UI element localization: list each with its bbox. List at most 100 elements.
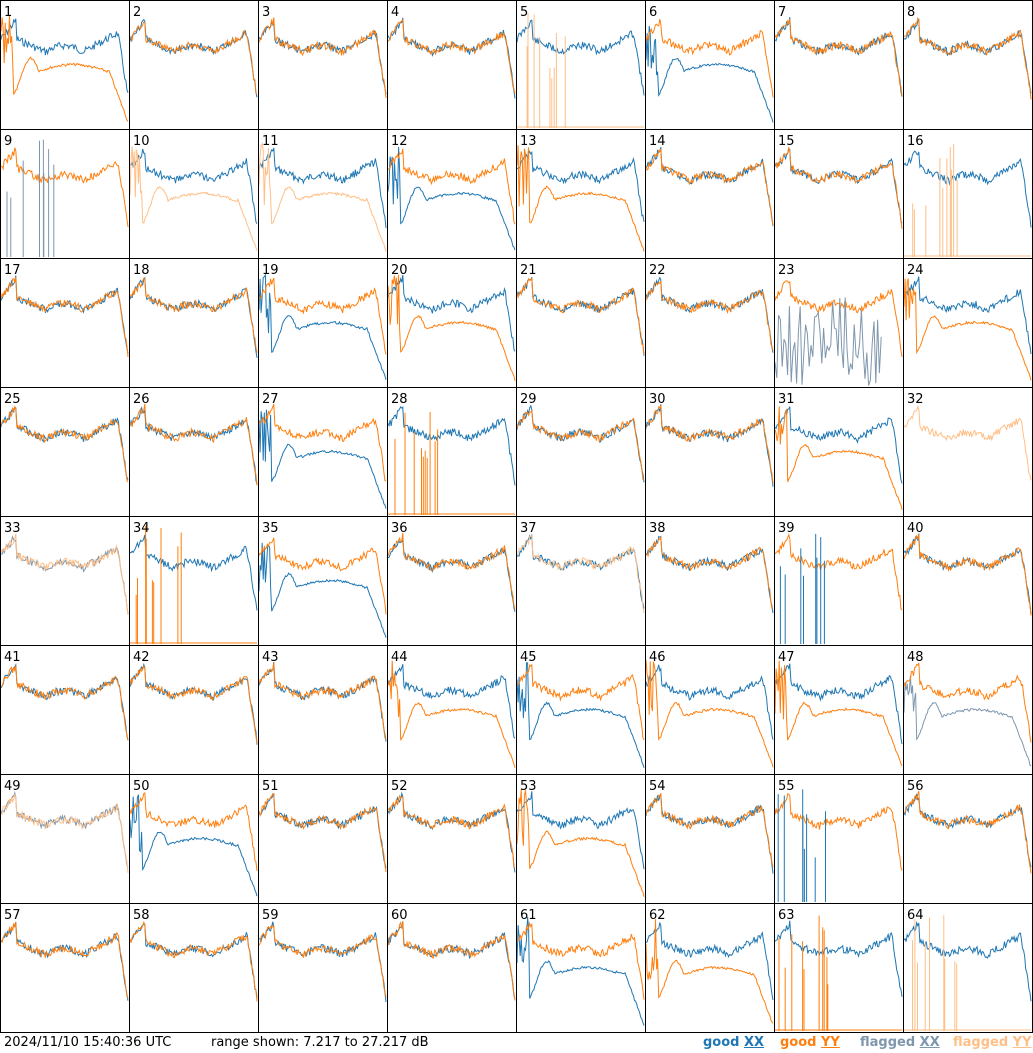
series-xx (903, 276, 1032, 354)
panel-frame (0, 129, 130, 259)
range-label: range shown: 7.217 to 27.217 dB (211, 1035, 429, 1050)
panel-label: 32 (907, 392, 924, 407)
panel-48: 48 (903, 645, 1033, 775)
panel-45: 45 (516, 645, 646, 775)
series-xx (129, 923, 258, 998)
panel-29: 29 (516, 387, 646, 517)
series-xx (516, 662, 645, 768)
series-xx (258, 661, 387, 742)
panel-50: 50 (129, 774, 259, 904)
panel-28: 28 (387, 387, 517, 517)
series-xx (645, 793, 774, 874)
series-xx (258, 273, 387, 380)
series-yy (258, 404, 387, 482)
panel-33: 33 (0, 516, 130, 646)
series-xx (774, 17, 903, 97)
series-yy (903, 790, 1032, 874)
panel-label: 30 (649, 392, 666, 407)
series-yy (645, 148, 774, 226)
series-yy (0, 922, 129, 999)
series-yy (645, 792, 774, 867)
series-xx (516, 277, 645, 356)
panel-label: 44 (391, 650, 408, 665)
series-yy (387, 274, 516, 382)
series-yy (0, 533, 129, 615)
series-xx (516, 19, 645, 96)
panel-label: 43 (262, 650, 279, 665)
series-xx (6, 139, 55, 257)
panel-label: 41 (4, 650, 21, 665)
series-yy (258, 537, 387, 615)
series-xx (129, 276, 258, 358)
panel-frame (903, 0, 1033, 130)
panel-5: 5 (516, 0, 646, 130)
series-xx (516, 404, 645, 483)
series-yy (645, 659, 774, 768)
panel-label: 64 (907, 908, 924, 923)
series-yy (903, 405, 1032, 481)
panel-52: 52 (387, 774, 517, 904)
series-xx (774, 663, 903, 745)
series-yy (778, 915, 829, 1031)
legend-flagged-xx: flagged XX (860, 1035, 940, 1050)
panel-label: 27 (262, 392, 279, 407)
series-yy (774, 147, 903, 229)
footer: 2024/11/10 15:40:36 UTC range shown: 7.2… (0, 1033, 1033, 1053)
panel-31: 31 (774, 387, 904, 517)
series-xx (258, 19, 387, 95)
series-yy (135, 525, 182, 644)
panel-label: 55 (778, 779, 795, 794)
panel-frame (387, 0, 517, 130)
series-xx (0, 663, 129, 741)
series-xx (387, 17, 516, 99)
series-xx (645, 276, 774, 353)
panel-12: 12 (387, 129, 517, 259)
panel-label: 34 (133, 521, 150, 536)
panel-frame (774, 0, 904, 130)
series-yy (129, 792, 258, 871)
panel-16: 16 (903, 129, 1033, 259)
panel-21: 21 (516, 258, 646, 388)
panel-40: 40 (903, 516, 1033, 646)
series-xx (258, 792, 387, 869)
panel-label: 18 (133, 263, 150, 278)
series-xx (645, 147, 774, 227)
panel-59: 59 (258, 903, 388, 1033)
panel-4: 4 (387, 0, 517, 130)
panel-label: 10 (133, 134, 150, 149)
panel-label: 52 (391, 779, 408, 794)
panel-label: 38 (649, 521, 666, 536)
panel-label: 24 (907, 263, 924, 278)
panel-frame (258, 0, 388, 130)
panel-label: 28 (391, 392, 408, 407)
series-xx (129, 148, 258, 224)
panel-47: 47 (774, 645, 904, 775)
panel-label: 48 (907, 650, 924, 665)
panel-2: 2 (129, 0, 259, 130)
series-yy (129, 146, 258, 251)
panel-label: 19 (262, 263, 279, 278)
series-yy (258, 792, 387, 873)
panel-label: 37 (520, 521, 537, 536)
panel-label: 26 (133, 392, 150, 407)
series-yy (258, 662, 387, 740)
series-xx (387, 791, 516, 873)
panel-36: 36 (387, 516, 517, 646)
series-yy (387, 794, 516, 869)
panel-label: 36 (391, 521, 408, 536)
series-yy (516, 533, 645, 614)
series-yy (129, 403, 258, 486)
panel-label: 62 (649, 908, 666, 923)
series-xx (129, 794, 258, 897)
series-xx (0, 921, 129, 1001)
panel-56: 56 (903, 774, 1033, 904)
series-yy (387, 660, 516, 768)
panel-38: 38 (645, 516, 775, 646)
panel-label: 22 (649, 263, 666, 278)
series-yy (774, 533, 903, 611)
series-yy (387, 921, 516, 1001)
series-xx (387, 921, 516, 999)
panel-label: 5 (520, 5, 528, 20)
series-xx (387, 664, 516, 739)
